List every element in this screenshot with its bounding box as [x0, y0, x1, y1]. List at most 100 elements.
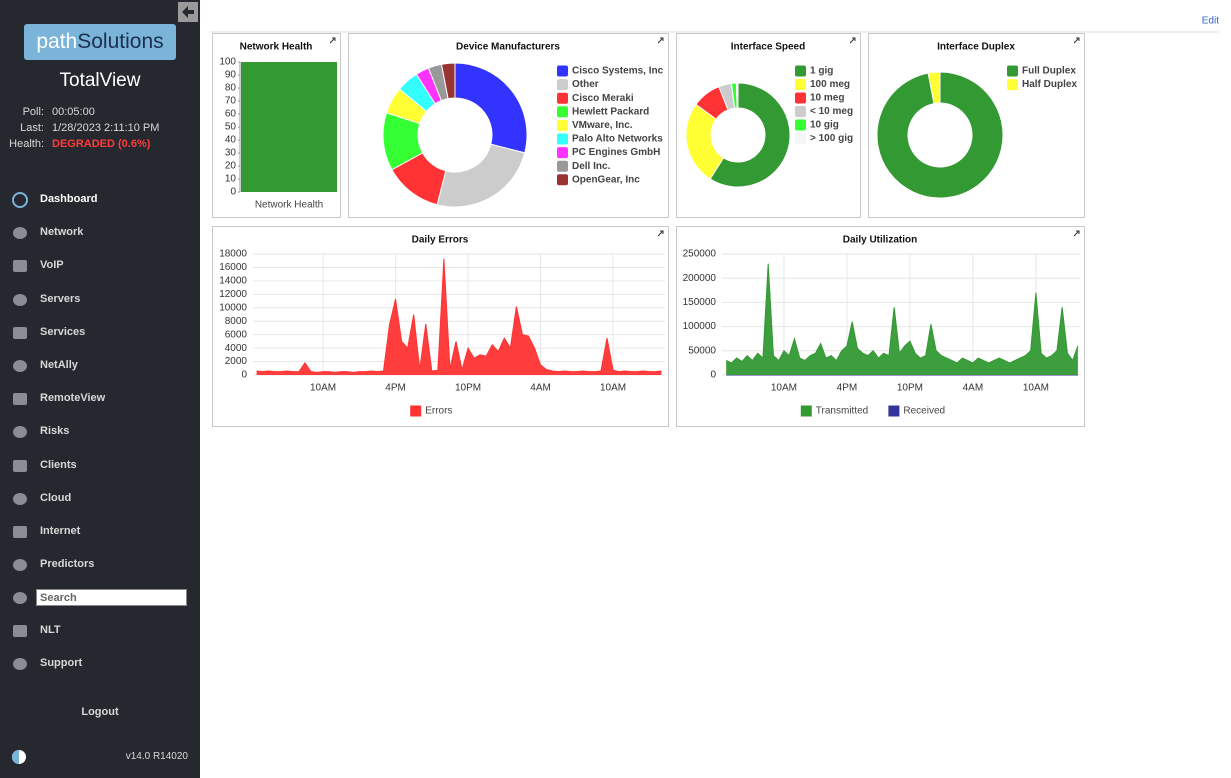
- legend-label: Full Duplex: [1022, 66, 1076, 77]
- nav-label: NLT: [40, 624, 61, 636]
- nav-item[interactable]: Risks: [0, 420, 200, 444]
- y-tick-label: 200000: [683, 273, 717, 284]
- panel-title: Device Manufacturers: [456, 42, 560, 53]
- y-tick-label: 100: [219, 57, 236, 68]
- nav-icon: [13, 658, 27, 670]
- nav-icon: [13, 260, 27, 273]
- legend-swatch: [795, 79, 806, 90]
- nav-label: Network: [40, 226, 84, 239]
- y-tick-label: 12000: [219, 289, 247, 300]
- chart-panel: Device Manufacturers Cisco Systems, Inc Ot…: [348, 33, 669, 218]
- y-tick-label: 4000: [225, 343, 248, 354]
- y-tick-label: 0: [230, 187, 236, 198]
- nav-label: Servers: [40, 292, 81, 305]
- y-tick-label: 50000: [688, 345, 716, 356]
- legend-swatch: [557, 133, 568, 145]
- legend-swatch: [795, 119, 806, 131]
- nav-item[interactable]: NetAlly: [0, 354, 200, 378]
- legend-swatch: [795, 106, 806, 117]
- legend-swatch: [557, 106, 568, 118]
- x-tick-label: 10PM: [455, 383, 481, 394]
- nav-icon: [12, 192, 28, 208]
- status-label: Health:: [9, 138, 44, 150]
- status-value: 1/28/2023 2:11:10 PM: [52, 122, 160, 134]
- y-tick-label: 80: [225, 83, 237, 94]
- nav-item[interactable]: NLT: [0, 619, 200, 643]
- panel-title: Daily Utilization: [843, 235, 917, 246]
- legend-swatch: [1007, 65, 1018, 77]
- edit-link[interactable]: Edit: [1202, 16, 1219, 27]
- y-tick-label: 6000: [225, 329, 248, 340]
- y-tick-label: 16000: [219, 262, 247, 273]
- panel-title: Interface Duplex: [937, 42, 1015, 53]
- nav-item[interactable]: Servers: [0, 288, 200, 312]
- legend-label: Received: [903, 406, 945, 417]
- y-tick-label: 20: [225, 161, 237, 172]
- expand-icon: [1073, 230, 1080, 237]
- nav-label: NetAlly: [40, 359, 78, 371]
- nav-item[interactable]: Internet: [0, 520, 200, 544]
- legend-swatch: [557, 79, 568, 91]
- dashboard: Edit Network Health 0 10 20 30 40 50 60 70 80 90 10…: [210, 16, 1219, 427]
- nav-icon: [13, 492, 27, 505]
- legend-label: VMware, Inc.: [572, 120, 633, 131]
- panel-title: Daily Errors: [412, 235, 469, 246]
- legend-label: Cisco Systems, Inc: [572, 66, 664, 77]
- logout[interactable]: Logout: [81, 706, 119, 718]
- nav-item[interactable]: Clients: [0, 454, 200, 478]
- logo-text: path: [36, 30, 78, 53]
- search-box[interactable]: Search: [36, 589, 187, 606]
- expand-icon: [1073, 37, 1080, 44]
- y-tick-label: 10000: [219, 302, 247, 313]
- nav-icon: [13, 326, 27, 339]
- chart-panel: Interface Duplex Full Duplex Half Duplex: [868, 33, 1085, 218]
- sidebar: pathSolutions TotalView Poll: 00:05:00 Las…: [0, 0, 200, 778]
- chart-panel: Network Health 0 10 20 30 40 50 60 70 80 90 100 Netw…: [212, 33, 341, 218]
- legend-swatch: [557, 92, 568, 104]
- nav-icon: [13, 227, 27, 240]
- nav-item[interactable]: Predictors: [0, 553, 200, 577]
- y-tick-label: 0: [710, 370, 716, 381]
- nav-icon: [13, 426, 27, 439]
- legend-label: OpenGear, Inc: [572, 174, 640, 185]
- panel-title: Network Health: [240, 42, 313, 53]
- nav-item[interactable]: Support: [0, 652, 200, 676]
- y-tick-label: 50: [225, 122, 237, 133]
- nav-item[interactable]: VoIP: [0, 254, 200, 278]
- legend-label: PC Engines GmbH: [572, 147, 660, 158]
- x-tick-label: 10AM: [310, 383, 336, 394]
- y-tick-label: 10: [225, 174, 237, 185]
- status-label: Poll:: [22, 106, 44, 118]
- legend-label: > 100 gig: [810, 133, 853, 144]
- chart-panel: Daily Utilization 0 50000 100000 150000 20000…: [676, 226, 1085, 427]
- pie-slice: [927, 71, 941, 105]
- legend-label: 1 gig: [810, 66, 833, 77]
- y-tick-label: 90: [225, 70, 237, 81]
- nav-item[interactable]: Services: [0, 321, 200, 345]
- product-name: TotalView: [59, 70, 141, 91]
- collapse-icon: [182, 6, 194, 18]
- nav-item[interactable]: RemoteView: [0, 387, 200, 411]
- nav-item[interactable]: Cloud: [0, 487, 200, 511]
- legend-swatch: [557, 65, 568, 77]
- nav-item[interactable]: Network: [0, 221, 200, 245]
- logo: pathSolutions: [24, 24, 176, 60]
- collapse-button[interactable]: [178, 2, 198, 22]
- legend-swatch: [795, 65, 806, 77]
- nav-item[interactable]: Dashboard: [0, 188, 200, 212]
- theme-toggle[interactable]: [11, 749, 27, 765]
- legend-label: Other: [572, 79, 599, 90]
- legend-swatch: [557, 119, 568, 131]
- legend-swatch: [557, 174, 568, 186]
- y-tick-label: 70: [225, 96, 237, 107]
- legend-label: Cisco Meraki: [572, 93, 634, 104]
- x-tick-label: 10AM: [600, 383, 626, 394]
- x-tick-label: 4AM: [963, 383, 984, 394]
- pie-slice: [454, 62, 528, 154]
- legend-label: Transmitted: [816, 406, 868, 417]
- legend-label: < 10 meg: [810, 106, 853, 117]
- y-tick-label: 0: [241, 370, 247, 381]
- nav-label: Services: [40, 325, 86, 338]
- nav-label: VoIP: [40, 259, 64, 272]
